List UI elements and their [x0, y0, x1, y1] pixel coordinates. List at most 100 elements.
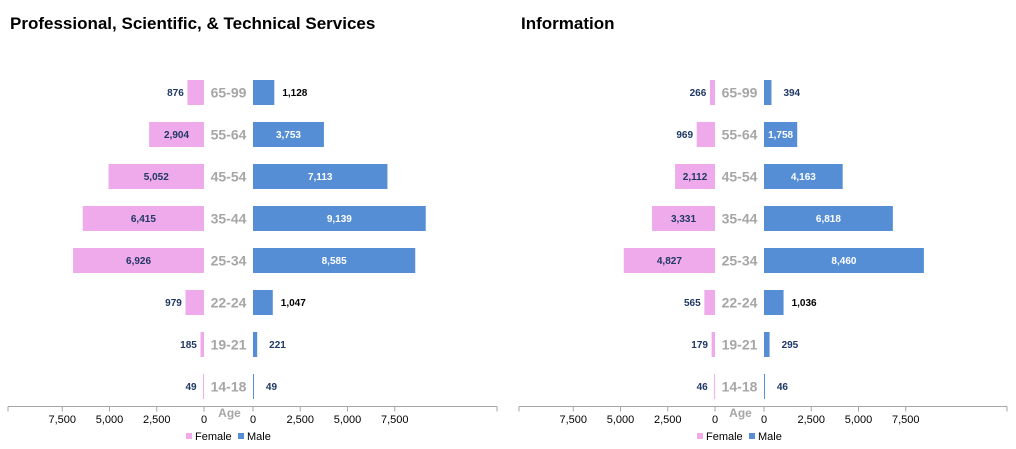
male-value-label: 1,047	[281, 298, 306, 309]
male-bar	[253, 290, 273, 315]
age-category-label: 25-34	[722, 253, 758, 269]
male-legend-swatch	[749, 433, 755, 439]
male-bar	[764, 122, 798, 147]
female-bar	[696, 122, 715, 147]
female-value-label: 49	[186, 382, 198, 393]
male-value-label: 6,818	[816, 214, 841, 225]
female-bar	[73, 248, 204, 273]
male-bar	[764, 332, 770, 357]
female-tick-label: 0	[712, 414, 718, 426]
age-category-label: 22-24	[722, 295, 758, 311]
female-tick-label: 7,500	[559, 414, 587, 426]
male-bar	[253, 332, 258, 357]
male-value-label: 8,460	[831, 256, 856, 267]
age-axis-title: Age	[218, 406, 241, 420]
male-tick-label: 0	[761, 414, 767, 426]
female-legend-swatch	[186, 433, 192, 439]
female-tick-label: 5,000	[607, 414, 635, 426]
female-value-label: 46	[697, 382, 709, 393]
male-value-label: 1,128	[282, 88, 307, 99]
female-bar	[203, 374, 205, 399]
female-value-label: 6,926	[126, 256, 151, 267]
legend: Female Male	[186, 431, 271, 443]
male-bar	[764, 80, 772, 105]
male-bar	[764, 290, 784, 315]
female-value-label: 2,904	[164, 130, 189, 141]
male-bar	[764, 374, 765, 399]
female-value-label: 266	[690, 88, 707, 99]
male-value-label: 4,163	[791, 172, 816, 183]
age-category-label: 55-64	[722, 127, 758, 143]
female-bar	[149, 122, 204, 147]
chart-title: Information	[521, 14, 615, 33]
male-bar	[764, 248, 924, 273]
male-bar	[253, 248, 416, 273]
male-tick-label: 0	[250, 414, 256, 426]
male-value-label: 394	[783, 88, 800, 99]
age-category-label: 19-21	[211, 337, 247, 353]
male-value-label: 8,585	[322, 256, 347, 267]
age-category-label: 45-54	[211, 169, 247, 185]
male-bar	[253, 206, 426, 231]
female-value-label: 979	[165, 298, 182, 309]
female-bar	[200, 332, 204, 357]
female-legend-swatch	[697, 433, 703, 439]
age-axis-title: Age	[729, 406, 752, 420]
female-tick-label: 7,500	[48, 414, 76, 426]
female-value-label: 2,112	[683, 172, 708, 183]
female-value-label: 876	[167, 88, 184, 99]
age-category-label: 45-54	[722, 169, 758, 185]
male-value-label: 49	[266, 382, 278, 393]
female-bar	[675, 164, 715, 189]
legend: Female Male	[697, 431, 782, 443]
female-bar	[704, 290, 715, 315]
chart-title: Professional, Scientific, & Technical Se…	[10, 14, 375, 33]
female-tick-label: 0	[201, 414, 207, 426]
age-category-label: 55-64	[211, 127, 247, 143]
male-bar	[253, 122, 324, 147]
male-bar	[253, 80, 275, 105]
age-category-label: 65-99	[722, 85, 758, 101]
female-bar	[652, 206, 715, 231]
female-value-label: 565	[684, 298, 701, 309]
age-category-label: 22-24	[211, 295, 247, 311]
male-value-label: 46	[777, 382, 789, 393]
age-category-label: 25-34	[211, 253, 247, 269]
female-value-label: 5,052	[144, 172, 169, 183]
female-bar	[714, 374, 716, 399]
female-bar	[187, 80, 204, 105]
age-category-label: 14-18	[722, 379, 758, 395]
female-bar	[108, 164, 204, 189]
male-value-label: 7,113	[308, 172, 333, 183]
female-tick-label: 2,500	[143, 414, 171, 426]
male-bar	[764, 164, 843, 189]
age-category-label: 65-99	[211, 85, 247, 101]
male-value-label: 295	[782, 340, 799, 351]
male-bar	[764, 206, 893, 231]
female-value-label: 6,415	[131, 214, 156, 225]
male-value-label: 1,758	[768, 130, 793, 141]
female-bar	[711, 332, 715, 357]
age-category-label: 19-21	[722, 337, 758, 353]
male-value-label: 221	[269, 340, 286, 351]
male-legend-swatch	[238, 433, 244, 439]
female-tick-label: 2,500	[654, 414, 682, 426]
female-value-label: 179	[691, 340, 708, 351]
male-tick-label: 7,500	[892, 414, 920, 426]
female-value-label: 4,827	[657, 256, 682, 267]
female-bar	[623, 248, 715, 273]
female-value-label: 185	[180, 340, 197, 351]
male-tick-label: 2,500	[797, 414, 825, 426]
male-tick-label: 5,000	[334, 414, 362, 426]
age-category-label: 14-18	[211, 379, 247, 395]
female-value-label: 3,331	[671, 214, 696, 225]
male-value-label: 3,753	[276, 130, 301, 141]
female-bar	[185, 290, 204, 315]
male-legend-label: Male	[758, 431, 782, 443]
female-tick-label: 5,000	[96, 414, 124, 426]
chart-panel-2: Information 266 394 65-99 969 1,758 55-64 2,112…	[518, 14, 1008, 443]
male-tick-label: 5,000	[845, 414, 873, 426]
male-value-label: 9,139	[327, 214, 352, 225]
female-legend-label: Female	[706, 431, 743, 443]
